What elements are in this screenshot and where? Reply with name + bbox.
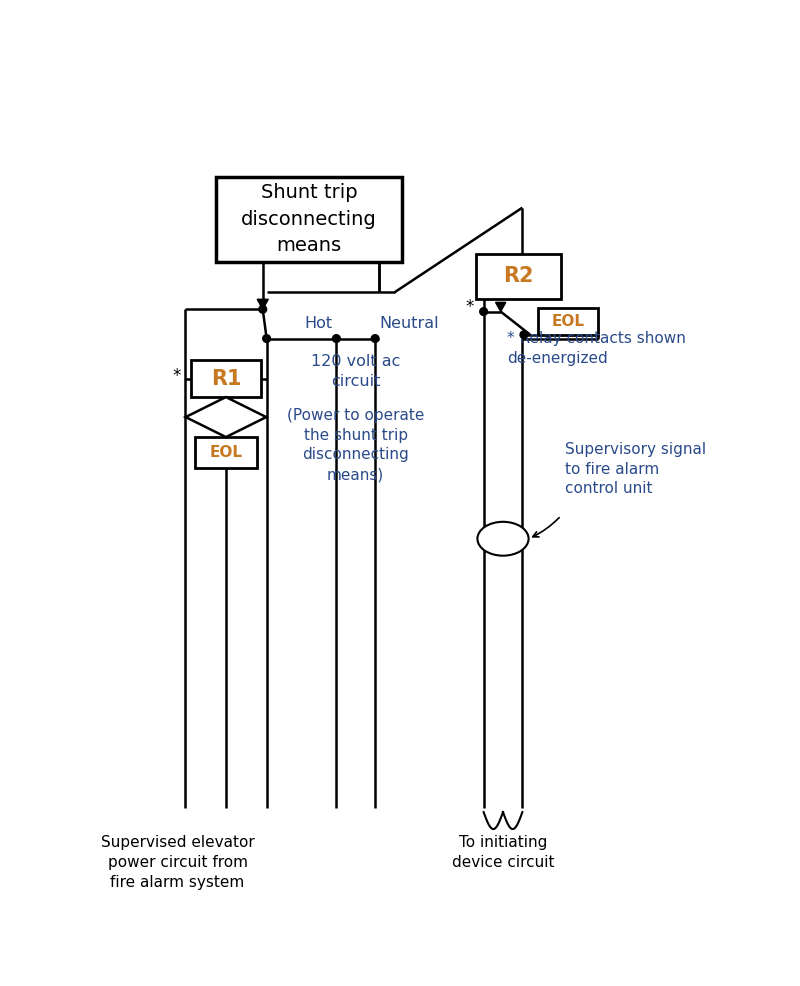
Text: Hot: Hot [304, 316, 333, 331]
Text: EOL: EOL [210, 445, 242, 460]
Text: *: * [466, 298, 474, 316]
Text: To initiating
device circuit: To initiating device circuit [452, 835, 554, 870]
Text: (Power to operate
the shunt trip
disconnecting
means): (Power to operate the shunt trip disconn… [287, 408, 425, 482]
Text: 120 volt ac
circuit: 120 volt ac circuit [311, 354, 401, 388]
Text: Shunt trip
disconnecting
means: Shunt trip disconnecting means [242, 183, 377, 255]
Bar [216, 176, 402, 261]
Bar [538, 308, 598, 335]
Text: R2: R2 [503, 266, 534, 286]
Circle shape [262, 334, 270, 342]
Polygon shape [186, 397, 266, 437]
Circle shape [520, 331, 528, 338]
Circle shape [480, 308, 487, 316]
Bar [195, 437, 257, 468]
Ellipse shape [478, 522, 529, 556]
Circle shape [333, 334, 340, 342]
Text: * Relay contacts shown
de-energized: * Relay contacts shown de-energized [507, 331, 686, 366]
Text: *: * [173, 367, 182, 385]
Polygon shape [258, 300, 268, 310]
Bar [476, 253, 561, 299]
Circle shape [371, 334, 379, 342]
Bar [191, 360, 261, 397]
Text: Supervised elevator
power circuit from
fire alarm system: Supervised elevator power circuit from f… [101, 835, 254, 889]
Text: Supervisory signal
to fire alarm
control unit: Supervisory signal to fire alarm control… [565, 442, 706, 496]
Text: EOL: EOL [552, 315, 585, 329]
Circle shape [259, 306, 266, 314]
Polygon shape [495, 303, 506, 312]
Text: Neutral: Neutral [379, 316, 438, 331]
Text: R1: R1 [210, 369, 241, 388]
